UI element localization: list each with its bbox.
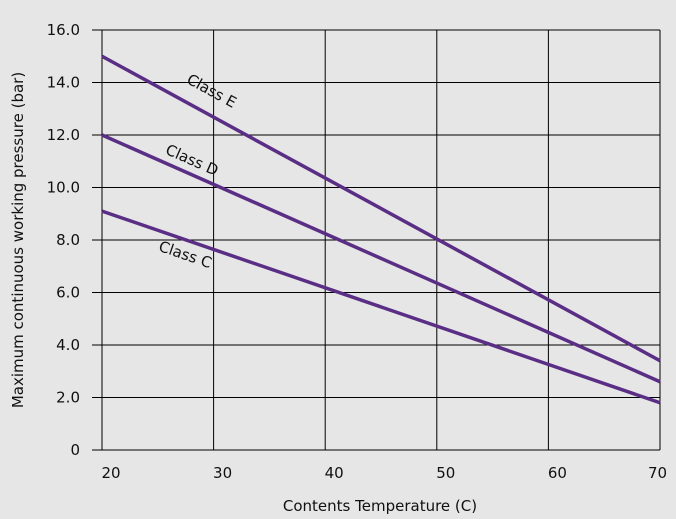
series-line-class-c [101, 209, 661, 405]
x-tick-label: 70 [648, 464, 667, 482]
y-tick-label: 4.0 [56, 336, 80, 354]
y-tick-label: 12.0 [47, 126, 80, 144]
series-layer [101, 54, 661, 405]
x-tick-label: 20 [101, 464, 120, 482]
y-tick-label: 6.0 [56, 284, 80, 302]
y-tick-label: 2.0 [56, 389, 80, 407]
y-tick-label: 16.0 [47, 21, 80, 39]
y-tick-label: 14.0 [47, 74, 80, 92]
x-tick-label: 30 [213, 464, 232, 482]
x-tick-label: 40 [325, 464, 344, 482]
x-tick-label: 60 [548, 464, 567, 482]
y-tick-label: 10.0 [47, 179, 80, 197]
grid [92, 29, 661, 451]
y-tick-label: 0 [70, 441, 80, 459]
series-line-class-e [101, 54, 661, 363]
y-tick-label: 8.0 [56, 231, 80, 249]
x-tick-label: 50 [436, 464, 455, 482]
x-axis-title: Contents Temperature (C) [283, 497, 477, 515]
series-label-class-c: Class C [157, 237, 215, 272]
tick-labels: 0 2.0 4.0 6.0 8.0 10.0 12.0 14.0 16.0 20 30 40 50 60 7… [47, 21, 668, 482]
series-line-class-d [101, 133, 661, 384]
y-axis-title: Maximum continuous working pressure (bar… [9, 72, 27, 408]
